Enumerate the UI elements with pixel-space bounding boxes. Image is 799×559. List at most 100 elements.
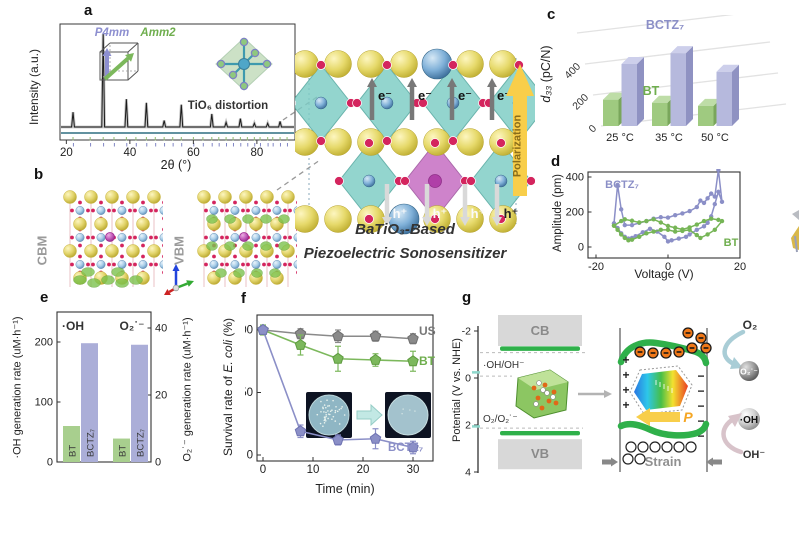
svg-text:200: 200	[566, 207, 584, 219]
svg-text:h⁺: h⁺	[471, 206, 486, 221]
svg-text:P4mm: P4mm	[95, 27, 130, 39]
colony-plate-before-image	[306, 392, 352, 438]
svg-text:BCTZ₇: BCTZ₇	[646, 18, 684, 32]
svg-text:BCTZ₇: BCTZ₇	[605, 179, 639, 191]
svg-text:0: 0	[155, 457, 161, 469]
svg-text:P: P	[683, 409, 693, 425]
svg-text:TiO₆ distortion: TiO₆ distortion	[188, 100, 268, 112]
svg-text:Amm2: Amm2	[139, 27, 176, 39]
svg-text:US: US	[419, 324, 436, 338]
svg-text:20: 20	[155, 390, 167, 402]
svg-text:0: 0	[665, 261, 671, 273]
svg-text:100: 100	[245, 325, 253, 337]
cbm-structure-image	[63, 190, 163, 288]
survival-axis-label: Survival rate of E. coli (%)	[221, 297, 235, 477]
xrd-y-axis-label: Intensity (a.u.)	[27, 48, 41, 126]
svg-text:·OH/OH⁻: ·OH/OH⁻	[483, 360, 524, 371]
svg-text:0: 0	[578, 242, 584, 254]
panel-label-f: f	[241, 290, 246, 307]
svg-text:35 °C: 35 °C	[655, 132, 683, 144]
svg-text:400: 400	[566, 172, 584, 184]
svg-text:400: 400	[562, 61, 583, 82]
svg-text:e⁻: e⁻	[497, 88, 511, 103]
svg-text:4: 4	[465, 467, 471, 479]
svg-text:0: 0	[465, 373, 471, 385]
ros-rate-bar-chart: 0 100 200 0 20 40 BT BCTZ₇ BT BCTZ₇ ·OH O₂˙⁻	[35, 311, 167, 469]
svg-text:e⁻: e⁻	[418, 88, 432, 103]
svg-text:Polarization: Polarization	[512, 115, 524, 178]
svg-text:−: −	[697, 369, 704, 383]
voltage-axis-label: Voltage (V)	[634, 267, 694, 281]
svg-text:200: 200	[35, 337, 53, 349]
svg-text:O₂˙⁻: O₂˙⁻	[120, 319, 145, 333]
svg-text:50: 50	[245, 387, 253, 399]
svg-text:−: −	[697, 399, 704, 413]
svg-text:BT: BT	[118, 445, 129, 457]
axis-triad-icon	[164, 264, 194, 295]
svg-text:-2: -2	[462, 326, 471, 338]
svg-text:BT: BT	[68, 445, 79, 457]
vbm-structure-image	[197, 190, 297, 287]
svg-text:BCTZ₇: BCTZ₇	[388, 442, 424, 454]
svg-text:BT: BT	[643, 84, 660, 98]
panel-label-g: g	[462, 289, 472, 306]
svg-text:+: +	[622, 353, 629, 367]
caption-line2: Piezoelectric Sonosensitizer	[303, 245, 507, 262]
svg-text:30: 30	[407, 464, 420, 476]
svg-text:2: 2	[465, 420, 471, 432]
svg-text:BT: BT	[419, 354, 436, 368]
svg-text:200: 200	[570, 92, 591, 113]
panel-label-a: a	[84, 2, 93, 19]
svg-text:+: +	[622, 398, 629, 412]
svg-text:·OH: ·OH	[740, 415, 758, 426]
o2-rate-axis-label: O₂˙⁻ generation rate (uM·h⁻¹)	[181, 317, 194, 462]
svg-text:0: 0	[247, 450, 253, 462]
svg-text:40: 40	[123, 147, 136, 159]
colony-plate-after-image	[385, 392, 431, 438]
svg-text:CB: CB	[531, 323, 550, 338]
svg-text:20: 20	[734, 261, 746, 273]
svg-text:100: 100	[35, 397, 53, 409]
svg-text:OH⁻: OH⁻	[743, 449, 766, 461]
cbm-label: CBM	[34, 235, 50, 266]
edge-cropped-decoration	[791, 210, 799, 253]
time-axis-label: Time (min)	[315, 482, 375, 496]
svg-text:20: 20	[60, 147, 73, 159]
inset-arrow-icon	[356, 403, 383, 427]
svg-text:+: +	[622, 368, 629, 382]
svg-text:50 °C: 50 °C	[701, 132, 729, 144]
panel-label-e: e	[40, 289, 49, 306]
panel-label-d: d	[551, 153, 561, 170]
batio3-lattice-illustration: e⁻ e⁻ e⁻ e⁻ h⁺ h⁺ h⁺ h⁺ Polarization	[295, 48, 535, 235]
svg-text:80: 80	[250, 147, 263, 159]
svg-text:O₂/O₂˙⁻: O₂/O₂˙⁻	[483, 414, 518, 425]
xrd-x-axis-label: 2θ (°)	[160, 158, 192, 172]
xrd-plot: 20 40 60 80 P4mm Amm2 TiO₆ distortion	[59, 23, 296, 159]
svg-text:VB: VB	[531, 446, 549, 461]
svg-text:60: 60	[187, 147, 200, 159]
caption-line1: BaTiO₃-Based	[355, 221, 455, 238]
svg-text:-20: -20	[588, 261, 604, 273]
svg-text:BT: BT	[724, 237, 739, 249]
survival-axis-label-post: (%)	[221, 317, 235, 340]
svg-text:e⁻: e⁻	[378, 88, 392, 103]
svg-text:O₂: O₂	[743, 318, 758, 332]
svg-text:0: 0	[260, 464, 266, 476]
survival-plot: 0 10 20 30 0 50 100 US BT BCTZ₇	[245, 314, 436, 476]
survival-axis-label-species: E. coli	[221, 339, 235, 373]
svg-text:−: −	[697, 384, 704, 398]
svg-text:+: +	[622, 383, 629, 397]
panel-label-c: c	[547, 6, 556, 23]
svg-text:25 °C: 25 °C	[606, 132, 634, 144]
svg-text:h⁺: h⁺	[433, 206, 448, 221]
svg-text:BCTZ₇: BCTZ₇	[136, 429, 147, 457]
svg-text:−: −	[697, 429, 704, 443]
svg-text:0: 0	[47, 457, 53, 469]
d33-bar-chart: 0 200 400 25 °C 35 °C 50 °C BCTZ₇ BT	[562, 15, 787, 144]
svg-text:40: 40	[155, 323, 167, 335]
svg-text:0: 0	[587, 123, 600, 136]
svg-text:h⁺: h⁺	[504, 206, 519, 221]
